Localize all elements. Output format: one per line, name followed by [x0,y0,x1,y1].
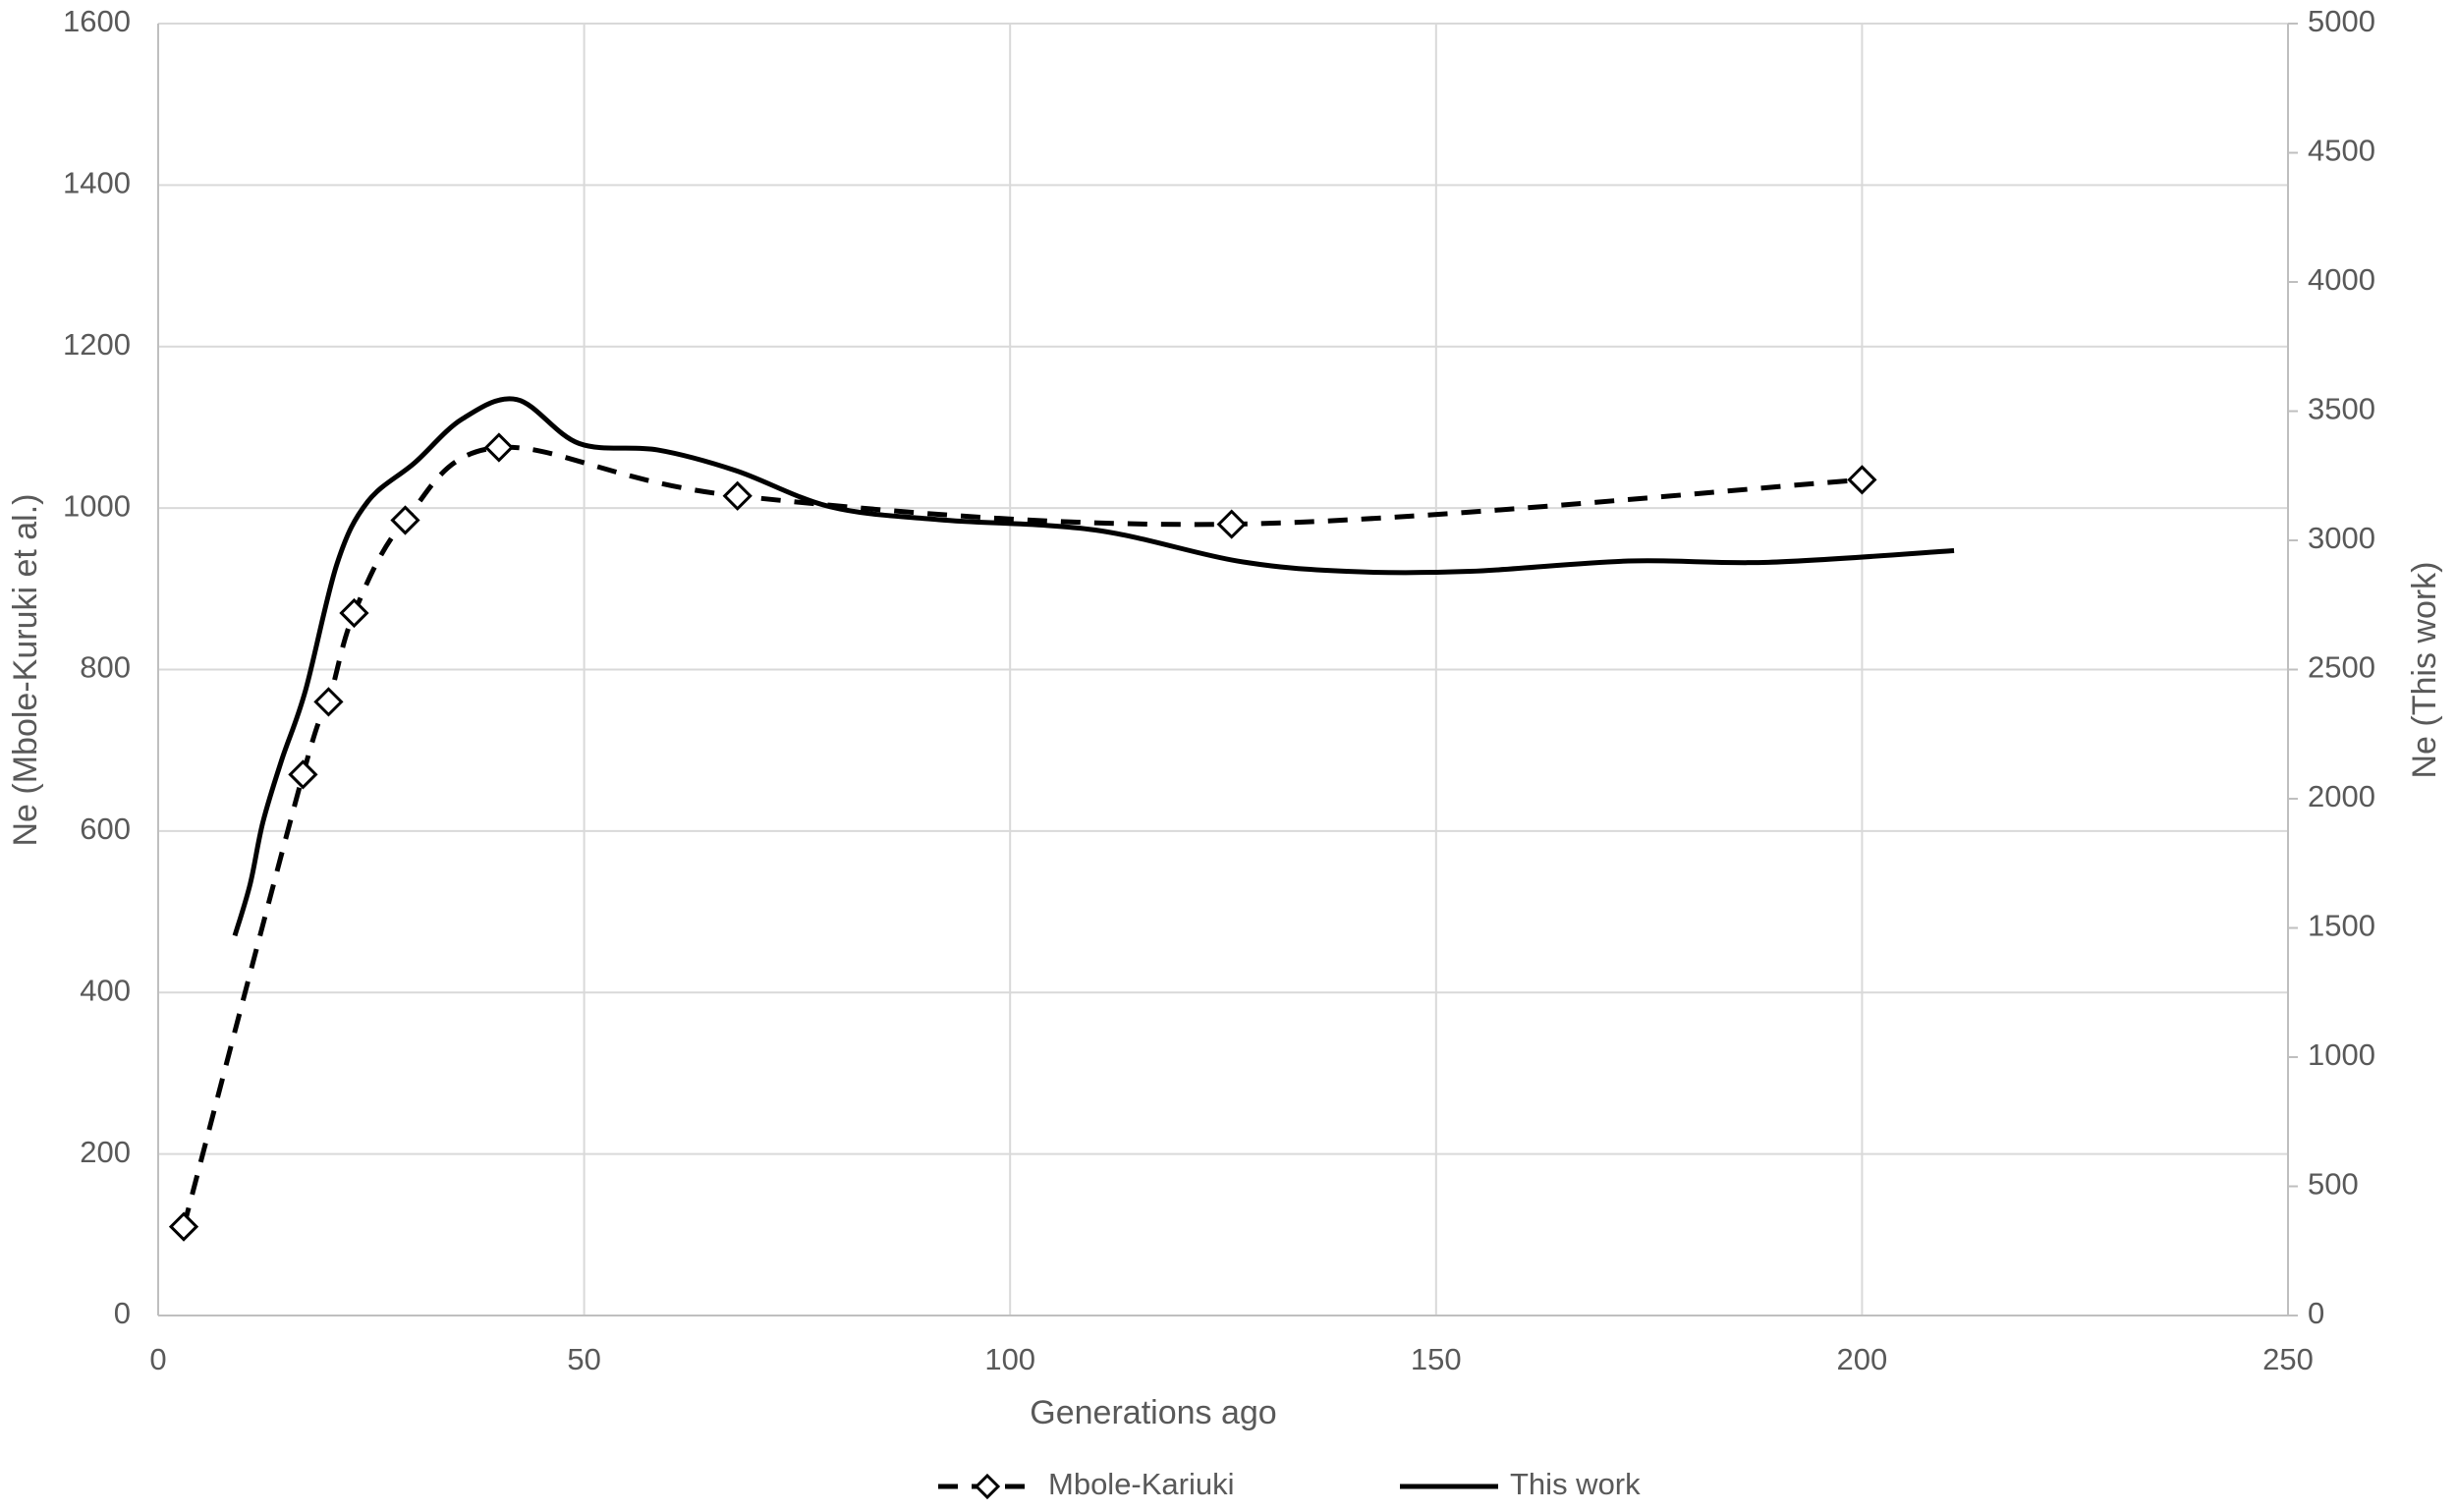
y2-tick-label: 2500 [2308,650,2375,685]
y2-tick-label: 3000 [2308,521,2375,555]
marker [1847,465,1877,495]
y2-tick-label: 3500 [2308,392,2375,426]
x-tick-label: 150 [1411,1342,1462,1376]
legend-marker [974,1473,1001,1500]
x-tick-label: 0 [149,1342,166,1376]
legend-label: This work [1510,1467,1641,1501]
y2-tick-label: 1000 [2308,1037,2375,1072]
marker [722,480,753,511]
series-line [232,396,1955,937]
y2-axis-label: Ne (This work) [2406,561,2443,778]
y-tick-label: 1600 [63,4,131,38]
y2-tick-label: 5000 [2308,4,2375,38]
y-tick-label: 600 [80,812,131,846]
marker [339,597,369,629]
y2-tick-label: 4500 [2308,134,2375,168]
marker [168,1211,199,1242]
marker [288,759,318,790]
x-tick-label: 200 [1837,1342,1888,1376]
y2-tick-label: 500 [2308,1167,2359,1202]
y2-tick-label: 0 [2308,1296,2324,1330]
marker [483,432,515,463]
y-tick-label: 1200 [63,327,131,362]
y-tick-label: 400 [80,973,131,1007]
y-tick-label: 200 [80,1135,131,1169]
x-axis-label: Generations ago [1030,1394,1276,1431]
y2-tick-label: 4000 [2308,262,2375,297]
marker [313,687,344,717]
y-axis-label: Ne (Mbole-Kuruki et al.) [7,493,44,846]
legend-label: Mbole-Kariuki [1048,1467,1235,1501]
marker [390,505,420,535]
marker [1216,509,1247,539]
y-tick-label: 1000 [63,488,131,523]
y-tick-label: 1400 [63,166,131,200]
y2-tick-label: 2000 [2308,779,2375,813]
x-tick-label: 50 [567,1342,600,1376]
y2-tick-label: 1500 [2308,909,2375,943]
x-tick-label: 250 [2262,1342,2314,1376]
y-tick-label: 0 [114,1296,131,1330]
x-tick-label: 100 [984,1342,1035,1376]
y-tick-label: 800 [80,650,131,685]
